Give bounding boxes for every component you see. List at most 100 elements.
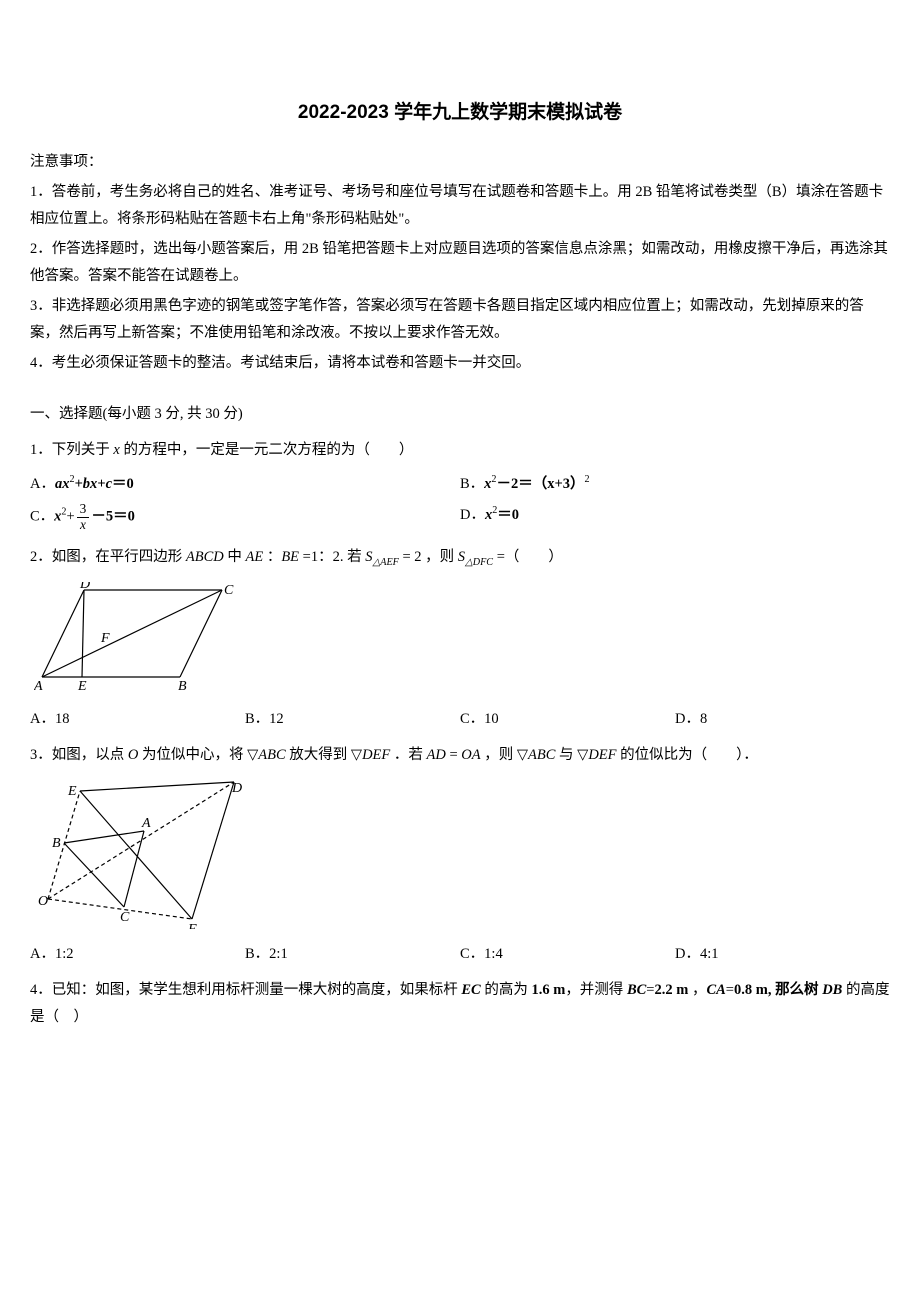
q1-c-den: x: [77, 518, 90, 533]
q2-be: BE: [281, 549, 299, 565]
q3-opt-c: C．1:4: [460, 941, 675, 969]
q2-m1: 中: [224, 549, 246, 565]
q1-c-num: 3: [77, 502, 90, 518]
q3-options: A．1:2 B．2:1 C．1:4 D．4:1: [30, 941, 890, 969]
svg-text:F: F: [100, 631, 110, 646]
q4-ca: CA: [706, 982, 725, 998]
svg-text:B: B: [52, 836, 61, 851]
q3-opt-b: B．2:1: [245, 941, 460, 969]
q4-v1: 2.2 m: [654, 982, 688, 998]
question-4: 4．已知：如图，某学生想利用标杆测量一棵大树的高度，如果标杆 EC 的高为 1.…: [30, 977, 890, 1032]
svg-text:F: F: [187, 922, 197, 929]
q1-b-s2: 2: [585, 474, 590, 485]
svg-text:C: C: [120, 910, 130, 925]
q2-stem: 2．如图，在平行四边形 ABCD 中 AE ：BE =1：2. 若 S△AEF …: [30, 544, 890, 572]
q4-l2p: , 那么树: [768, 982, 822, 998]
q3-def: DEF: [362, 747, 390, 763]
q1-a-mid: +bx+c: [75, 476, 112, 492]
q1-opt-c: C．x2+3x－5＝0: [30, 502, 460, 532]
q1-options: A．ax2+bx+c＝0 B．x2－2＝（x+3）2 C． x 2 +3x－5＝0 D…: [30, 471, 890, 537]
q2-sub2: △DFC: [465, 557, 493, 568]
section-1-header: 一、选择题(每小题 3 分, 共 30 分): [30, 401, 890, 429]
q4-pre: 4．已知：如图，某学生想利用标杆测量一棵大树的高度，如果标杆: [30, 982, 461, 998]
q1-b-mid: －2＝（x+3）: [496, 476, 584, 492]
q2-opt-c: C．10: [460, 706, 675, 734]
q1-b-label: B．: [460, 476, 484, 492]
q1-opt-d: D．x2＝0: [460, 502, 890, 532]
question-3: 3．如图，以点 O 为位似中心，将 ▽ABC 放大得到 ▽DEF ．若 AD =…: [30, 742, 890, 969]
question-1: 1．下列关于 x 的方程中，一定是一元二次方程的为（ ） A．ax2+bx+c＝…: [30, 437, 890, 536]
q4-ec: EC: [461, 982, 480, 998]
q1-stem: 1．下列关于 x 的方程中，一定是一元二次方程的为（ ）: [30, 437, 890, 465]
q1-opt-a: A．ax2+bx+c＝0: [30, 471, 460, 499]
q2-opt-a: A．18: [30, 706, 245, 734]
q2-ae: AE: [245, 549, 263, 565]
q4-m2: ，并测得: [565, 982, 627, 998]
q1-d-rhs: ＝0: [497, 507, 519, 523]
q4-h1: 1.6 m: [531, 982, 565, 998]
notice-item-2: 2．作答选择题时，选出每小题答案后，用 2B 铅笔把答题卡上对应题目选项的答案信…: [30, 236, 890, 291]
svg-text:E: E: [67, 784, 77, 799]
q2-colon: ：: [263, 549, 281, 565]
q3-eq: =: [446, 747, 461, 763]
q1-a-rhs: ＝0: [112, 476, 134, 492]
notice-item-3: 3．非选择题必须用黑色字迹的钢笔或签字笔作答，答案必须写在答题卡各题目指定区域内…: [30, 293, 890, 348]
q3-v1: ▽: [247, 747, 258, 763]
svg-text:E: E: [77, 679, 87, 694]
svg-text:C: C: [224, 583, 234, 598]
q3-opt-a: A．1:2: [30, 941, 245, 969]
q3-m4: ，则: [481, 747, 517, 763]
q3-m5: 与: [555, 747, 577, 763]
q3-o: O: [128, 747, 138, 763]
svg-text:A: A: [141, 816, 151, 831]
q4-m1: 的高为: [481, 982, 532, 998]
q2-blank: =（ ）: [493, 549, 563, 565]
q3-opt-d: D．4:1: [675, 941, 890, 969]
q1-c-rhs: －5＝0: [91, 509, 135, 525]
q3-stem: 3．如图，以点 O 为位似中心，将 ▽ABC 放大得到 ▽DEF ．若 AD =…: [30, 742, 890, 770]
q3-m2: 放大得到: [286, 747, 351, 763]
q2-eq1: =1：2. 若: [299, 549, 365, 565]
doc-title: 2022-2023 学年九上数学期末模拟试卷: [30, 95, 890, 131]
q2-opt-d: D．8: [675, 706, 890, 734]
q2-s2: S: [458, 549, 465, 565]
q1-opt-b: B．x2－2＝（x+3）2: [460, 471, 890, 499]
q2-options: A．18 B．12 C．10 D．8: [30, 706, 890, 734]
notice-item-4: 4．考生必须保证答题卡的整洁。考试结束后，请将本试卷和答题卡一并交回。: [30, 350, 890, 378]
q4-stem: 4．已知：如图，某学生想利用标杆测量一棵大树的高度，如果标杆 EC 的高为 1.…: [30, 977, 890, 1032]
q3-v4: ▽: [577, 747, 588, 763]
q4-v2: 0.8 m: [734, 982, 768, 998]
q4-bc: BC: [627, 982, 646, 998]
q1-c-frac: 3x: [77, 502, 90, 532]
q3-ad: AD: [427, 747, 446, 763]
q4-db: DB: [822, 982, 842, 998]
question-2: 2．如图，在平行四边形 ABCD 中 AE ：BE =1：2. 若 S△AEF …: [30, 544, 890, 733]
q3-m1: 为位似中心，将: [138, 747, 247, 763]
q1-d-label: D．: [460, 507, 485, 523]
q1-a-label: A．: [30, 476, 55, 492]
q4-eq2: =: [726, 982, 734, 998]
q3-v2: ▽: [351, 747, 362, 763]
q2-eq2: = 2 ，则: [399, 549, 458, 565]
svg-text:O: O: [38, 894, 48, 909]
q1-a-lhs: ax: [55, 476, 70, 492]
q3-pre: 3．如图，以点: [30, 747, 128, 763]
svg-text:D: D: [79, 582, 90, 592]
q4-sep: ，: [688, 982, 706, 998]
q2-abcd: ABCD: [186, 549, 224, 565]
q2-sub1: △AEF: [372, 557, 398, 568]
q2-figure: AEBDCF: [34, 582, 890, 694]
q1-c-plus: +: [66, 509, 74, 525]
q3-abc2: ABC: [528, 747, 555, 763]
q1-pre: 1．下列关于: [30, 442, 113, 458]
notice-item-1: 1．答卷前，考生务必将自己的姓名、准考证号、考场号和座位号填写在试题卷和答题卡上…: [30, 179, 890, 234]
q3-oa: OA: [461, 747, 480, 763]
q1-c-label: C．: [30, 509, 54, 525]
q3-abc: ABC: [258, 747, 285, 763]
q3-figure: O B A C E D F: [34, 779, 890, 929]
q3-def2: DEF: [588, 747, 616, 763]
svg-text:D: D: [231, 781, 242, 796]
q3-v3: ▽: [517, 747, 528, 763]
notice-header: 注意事项：: [30, 149, 890, 177]
svg-text:A: A: [34, 679, 43, 694]
